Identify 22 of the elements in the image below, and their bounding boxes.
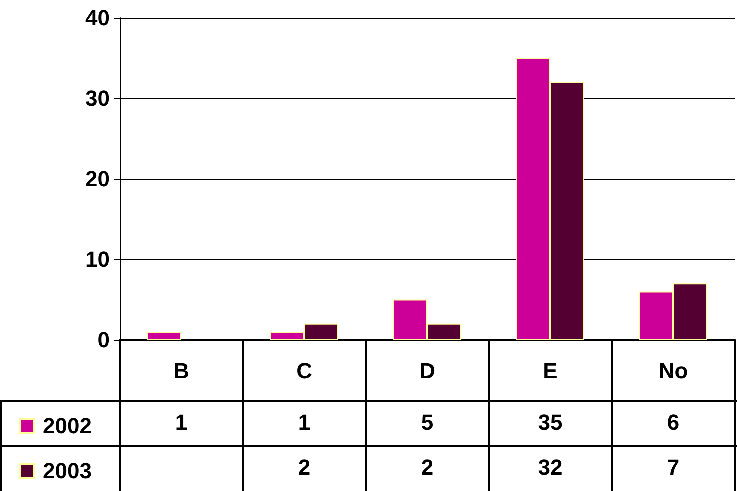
y-tick-label: 20 — [86, 166, 110, 192]
x-tick-label: E — [543, 358, 558, 384]
x-tick-label: D — [420, 358, 436, 384]
data-label: 32 — [537, 454, 564, 482]
bar — [148, 332, 182, 340]
data-label: 2 — [420, 454, 435, 482]
data-label: 7 — [666, 454, 681, 482]
data-label: 35 — [537, 409, 564, 437]
x-tick-label: C — [296, 358, 313, 384]
legend-label: 2003 — [43, 458, 92, 484]
data-label: 6 — [666, 409, 681, 437]
y-tick-label: 0 — [98, 328, 110, 352]
y-tick-label: 40 — [86, 6, 110, 30]
x-tick-label: B — [174, 358, 190, 384]
y-tick-label: 30 — [86, 86, 110, 111]
data-label: 1 — [174, 409, 189, 437]
data-label: 5 — [420, 409, 435, 437]
data-label: 2 — [297, 454, 312, 482]
data-label: 1 — [297, 409, 312, 437]
legend-label: 2002 — [43, 414, 92, 438]
y-tick-label: 10 — [86, 247, 110, 272]
x-tick-label: No — [658, 358, 688, 384]
